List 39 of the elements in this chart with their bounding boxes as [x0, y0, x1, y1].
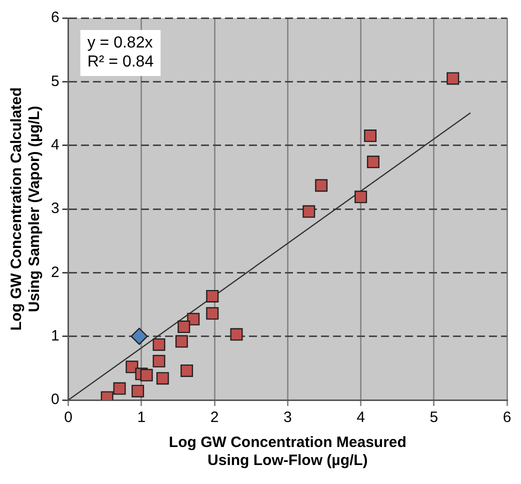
point [126, 360, 138, 374]
y-tick-label: 1 [51, 327, 60, 344]
point [446, 72, 460, 85]
y-tick-label: 6 [51, 9, 60, 26]
annotation: y = 0.82x [87, 34, 153, 52]
point [140, 368, 153, 382]
point [113, 382, 126, 395]
y-axis-title: Log GW Concentration Calculated Using Sampler (Vapor) (µg/L) [8, 87, 44, 331]
point [206, 290, 219, 302]
point [366, 156, 380, 168]
point [354, 190, 368, 204]
x-tick-label: 4 [356, 409, 365, 426]
y-tick-label: 2 [51, 264, 60, 281]
y-tick-label: 4 [51, 136, 60, 154]
point [187, 312, 200, 326]
x-tick-label: 6 [502, 409, 512, 426]
point [130, 328, 148, 345]
point [132, 384, 144, 398]
x-tick-label: 0 [64, 409, 73, 426]
point [180, 364, 194, 377]
point [364, 130, 377, 142]
point [315, 179, 328, 192]
point [156, 372, 169, 385]
x-tick-label: 2 [210, 409, 219, 426]
annotation: R² = 0.84 [87, 53, 154, 70]
y-tick-label: 0 [51, 391, 60, 408]
x-tick-label: 1 [137, 409, 146, 426]
point [178, 320, 190, 334]
point [152, 354, 166, 368]
x-axis-title: Log GW Concentration Measured Using Low-Flow (µg/L) [168, 434, 406, 470]
y-tick-label: 5 [51, 72, 60, 90]
point [175, 335, 188, 348]
point [302, 205, 316, 218]
point [230, 328, 243, 341]
x-tick-label: 5 [430, 409, 438, 426]
y-tick-label: 3 [51, 200, 60, 218]
point [152, 338, 166, 351]
x-tick-label: 3 [284, 409, 292, 426]
point [206, 307, 219, 320]
